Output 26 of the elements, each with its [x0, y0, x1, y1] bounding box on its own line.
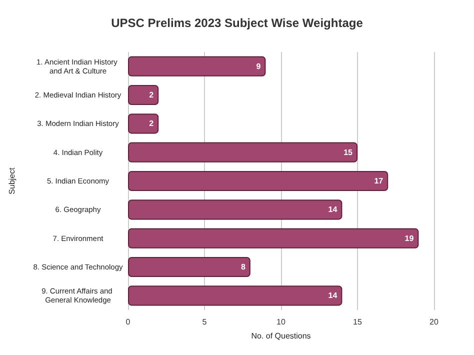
- bar: [128, 56, 266, 76]
- bar: [128, 84, 159, 106]
- data-label: 9: [256, 62, 262, 71]
- bar: [128, 286, 342, 306]
- data-label: 2: [149, 119, 154, 128]
- y-axis-title: Subject: [8, 166, 16, 194]
- x-tick-label: 0: [126, 318, 131, 326]
- x-tick-label: 20: [430, 318, 439, 326]
- data-label: 14: [328, 205, 338, 214]
- x-tick-label: 10: [276, 318, 286, 326]
- data-label: 15: [344, 148, 354, 157]
- x-tick-label: 15: [353, 318, 362, 326]
- data-label: 14: [328, 291, 338, 300]
- data-label: 17: [374, 176, 384, 186]
- bar: [128, 114, 159, 134]
- x-axis-title: No. of Questions: [251, 332, 311, 340]
- data-label: 8: [240, 262, 246, 272]
- data-label: 2: [149, 90, 154, 100]
- chart-title: UPSC Prelims 2023 Subject Wise Weightage: [111, 16, 364, 30]
- bar: [128, 228, 419, 248]
- x-tick-label: 5: [202, 318, 208, 326]
- bar: [128, 256, 250, 278]
- bar: [128, 142, 358, 162]
- bar: [128, 200, 342, 220]
- bar: [128, 170, 388, 192]
- data-label: 19: [404, 234, 414, 243]
